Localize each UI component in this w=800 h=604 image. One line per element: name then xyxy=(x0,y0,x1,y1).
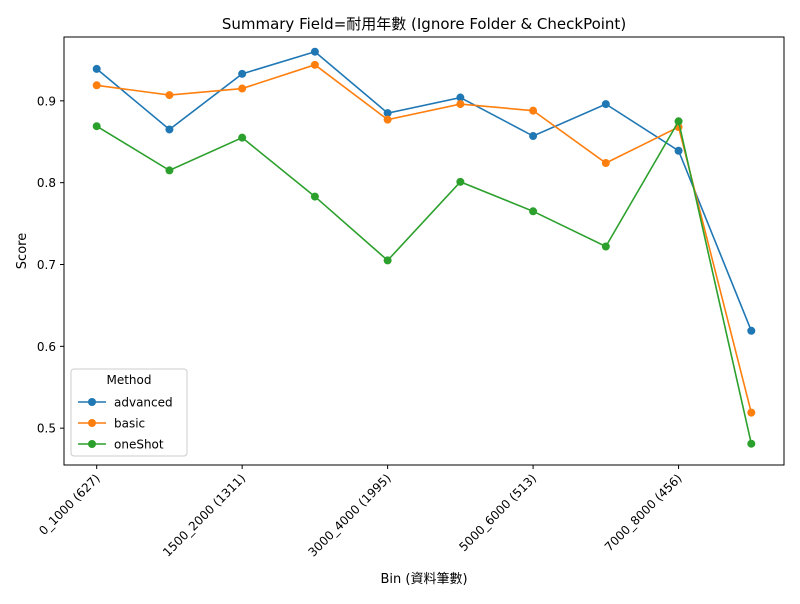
data-point-oneShot xyxy=(601,242,610,251)
data-point-oneShot xyxy=(238,133,247,142)
data-point-basic xyxy=(383,115,392,124)
legend-box xyxy=(70,368,188,457)
data-point-basic xyxy=(601,159,610,168)
legend-label-advanced: advanced xyxy=(114,396,173,410)
data-point-advanced xyxy=(238,69,247,78)
data-point-advanced xyxy=(383,109,392,118)
chart-title: Summary Field=耐用年數 (Ignore Folder & Chec… xyxy=(222,15,626,33)
x-axis-label: Bin (資料筆數) xyxy=(380,572,467,587)
x-tick-label: 5000_6000 (513) xyxy=(456,471,539,554)
data-point-oneShot xyxy=(456,177,465,186)
legend-marker-oneShot xyxy=(88,440,96,448)
legend-label-basic: basic xyxy=(114,417,145,431)
data-point-basic xyxy=(310,60,319,69)
x-tick-label: 7000_8000 (456) xyxy=(602,471,685,554)
data-point-advanced xyxy=(92,64,101,73)
data-point-oneShot xyxy=(383,256,392,265)
legend: Method advanced basic oneShot xyxy=(70,368,188,457)
data-point-basic xyxy=(238,84,247,93)
series-line-advanced xyxy=(96,50,753,332)
plot-frame xyxy=(63,36,785,466)
legend-label-oneShot: oneShot xyxy=(114,438,164,452)
legend-marker-advanced xyxy=(88,398,96,406)
series-basic xyxy=(92,60,756,417)
series-oneShot xyxy=(92,117,756,448)
data-point-basic xyxy=(165,91,174,100)
data-point-oneShot xyxy=(747,439,756,448)
series-layer xyxy=(92,47,756,448)
data-point-oneShot xyxy=(92,122,101,131)
data-point-oneShot xyxy=(674,117,683,126)
series-line-oneShot xyxy=(96,119,753,444)
x-tick-label: 0_1000 (627) xyxy=(36,471,103,538)
legend-title: Method xyxy=(106,373,151,387)
data-point-basic xyxy=(529,106,538,115)
data-point-advanced xyxy=(529,132,538,141)
legend-marker-basic xyxy=(88,419,96,427)
data-point-basic xyxy=(456,100,465,109)
y-axis-label: Score xyxy=(15,233,30,269)
data-point-advanced xyxy=(601,100,610,109)
data-point-oneShot xyxy=(310,192,319,201)
series-advanced xyxy=(92,47,756,335)
y-tick-label: 0.8 xyxy=(37,176,56,190)
data-point-advanced xyxy=(310,47,319,56)
data-point-basic xyxy=(747,408,756,417)
data-point-advanced xyxy=(456,93,465,102)
y-tick-label: 0.5 xyxy=(37,422,56,436)
data-point-oneShot xyxy=(165,166,174,175)
data-point-advanced xyxy=(165,125,174,134)
data-point-advanced xyxy=(747,326,756,335)
data-point-advanced xyxy=(674,146,683,155)
series-line-basic xyxy=(96,63,753,413)
data-point-basic xyxy=(92,81,101,90)
y-tick-label: 0.9 xyxy=(37,94,56,108)
y-tick-label: 0.7 xyxy=(37,258,56,272)
y-tick-label: 0.6 xyxy=(37,340,56,354)
x-tick-label: 3000_4000 (1995) xyxy=(306,471,394,559)
data-point-oneShot xyxy=(529,207,538,216)
x-tick-label: 1500_2000 (1311) xyxy=(160,471,248,559)
